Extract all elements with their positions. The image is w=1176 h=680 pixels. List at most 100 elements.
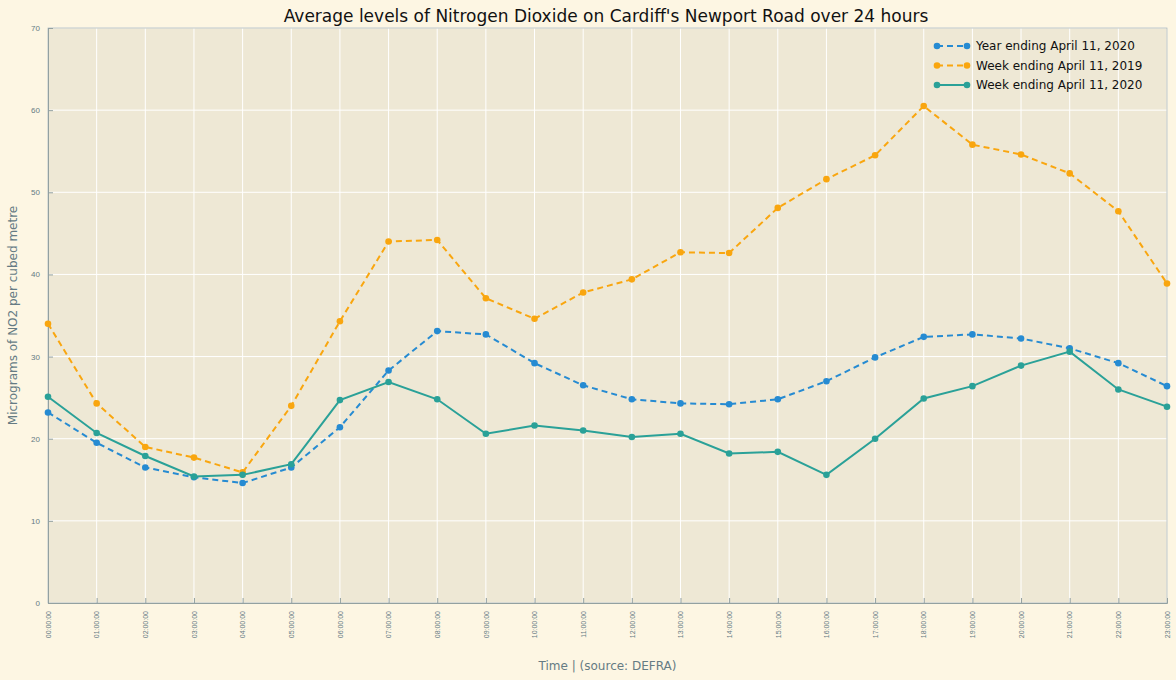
legend-swatch bbox=[937, 84, 967, 86]
data-point bbox=[677, 400, 684, 407]
data-point bbox=[920, 103, 927, 110]
data-point bbox=[629, 396, 636, 403]
data-point bbox=[629, 434, 636, 441]
legend-item: Week ending April 11, 2019 bbox=[934, 59, 1143, 73]
grid-line-x bbox=[193, 28, 194, 603]
x-tick: 17:00:00 bbox=[872, 598, 879, 638]
data-point bbox=[483, 331, 490, 338]
x-tick: 16:00:00 bbox=[823, 598, 830, 638]
y-axis: 010203040506070 bbox=[31, 24, 53, 608]
x-tick-label: 05:00:00 bbox=[288, 611, 295, 638]
legend-swatch bbox=[937, 65, 967, 67]
y-tick: 20 bbox=[31, 435, 53, 444]
data-point bbox=[337, 397, 344, 404]
x-tick: 07:00:00 bbox=[385, 598, 392, 638]
y-tick-mark bbox=[48, 439, 53, 440]
x-tick: 06:00:00 bbox=[337, 598, 344, 638]
x-tick-mark bbox=[243, 598, 244, 603]
series-line bbox=[48, 106, 1167, 472]
x-tick-mark bbox=[1021, 598, 1022, 603]
data-point bbox=[483, 295, 490, 302]
x-tick-label: 13:00:00 bbox=[677, 611, 684, 638]
data-point bbox=[1164, 280, 1171, 287]
x-tick: 21:00:00 bbox=[1066, 598, 1073, 638]
data-point bbox=[337, 424, 344, 431]
data-point bbox=[1115, 386, 1122, 393]
x-tick-label: 02:00:00 bbox=[142, 611, 149, 638]
x-tick-mark bbox=[729, 598, 730, 603]
plot-background bbox=[48, 28, 1167, 603]
y-tick-mark bbox=[48, 521, 53, 522]
legend-item: Year ending April 11, 2020 bbox=[934, 39, 1135, 53]
data-point bbox=[142, 453, 149, 460]
grid-line-y bbox=[48, 110, 1167, 111]
grid bbox=[48, 28, 1167, 603]
x-tick-label: 00:00:00 bbox=[45, 611, 52, 638]
x-tick-mark bbox=[535, 598, 536, 603]
data-point bbox=[677, 249, 684, 256]
legend-marker bbox=[964, 82, 971, 89]
x-axis-title: Time | (source: DEFRA) bbox=[538, 659, 677, 673]
grid-line-x bbox=[1069, 28, 1070, 603]
x-tick-mark bbox=[972, 598, 973, 603]
x-tick: 19:00:00 bbox=[969, 598, 976, 638]
x-tick-mark bbox=[875, 598, 876, 603]
x-tick-mark bbox=[1070, 598, 1071, 603]
grid-line-x bbox=[485, 28, 486, 603]
y-tick-mark bbox=[48, 110, 53, 111]
data-point bbox=[726, 450, 733, 457]
grid-line-x bbox=[680, 28, 681, 603]
data-point bbox=[774, 396, 781, 403]
x-tick-label: 10:00:00 bbox=[531, 611, 538, 638]
grid-line-y bbox=[48, 520, 1167, 521]
x-tick-label: 18:00:00 bbox=[920, 611, 927, 638]
data-point bbox=[774, 205, 781, 212]
data-point bbox=[629, 276, 636, 283]
data-point bbox=[434, 328, 441, 335]
x-tick-label: 20:00:00 bbox=[1018, 611, 1025, 638]
grid-line-y bbox=[48, 192, 1167, 193]
data-point bbox=[726, 250, 733, 257]
y-tick-mark bbox=[48, 357, 53, 358]
x-tick-mark bbox=[97, 598, 98, 603]
y-tick-label: 40 bbox=[31, 270, 40, 279]
y-axis-line bbox=[49, 29, 54, 604]
data-point bbox=[191, 474, 198, 481]
data-point bbox=[531, 422, 538, 429]
x-tick-label: 01:00:00 bbox=[93, 611, 100, 638]
data-point bbox=[872, 354, 879, 361]
x-axis-line bbox=[49, 598, 1168, 604]
grid-line-x bbox=[339, 28, 340, 603]
y-tick: 30 bbox=[31, 353, 53, 362]
grid-line-x bbox=[923, 28, 924, 603]
data-point bbox=[93, 400, 100, 407]
legend-marker bbox=[934, 62, 941, 69]
y-tick-label: 20 bbox=[31, 435, 40, 444]
data-point bbox=[580, 427, 587, 434]
legend: Year ending April 11, 2020 Week ending Ap… bbox=[934, 39, 1143, 92]
data-point bbox=[239, 480, 246, 487]
grid-line-x bbox=[777, 28, 778, 603]
x-tick: 20:00:00 bbox=[1018, 598, 1025, 638]
x-tick: 09:00:00 bbox=[483, 598, 490, 638]
y-tick: 40 bbox=[31, 270, 53, 279]
data-point bbox=[920, 334, 927, 341]
y-tick-mark bbox=[48, 192, 53, 193]
data-point bbox=[823, 472, 830, 479]
data-point bbox=[385, 379, 392, 386]
x-tick-label: 17:00:00 bbox=[872, 611, 879, 638]
data-point bbox=[823, 378, 830, 385]
x-tick-mark bbox=[632, 598, 633, 603]
x-tick: 12:00:00 bbox=[629, 598, 636, 638]
x-tick-label: 12:00:00 bbox=[629, 611, 636, 638]
x-tick: 10:00:00 bbox=[531, 598, 538, 638]
x-tick: 03:00:00 bbox=[191, 598, 198, 638]
x-tick-mark bbox=[194, 598, 195, 603]
x-tick-label: 19:00:00 bbox=[969, 611, 976, 638]
x-tick: 23:00:00 bbox=[1164, 598, 1171, 638]
legend-label: Week ending April 11, 2020 bbox=[976, 78, 1142, 92]
data-point bbox=[1018, 335, 1025, 342]
y-tick: 70 bbox=[31, 24, 53, 33]
x-tick: 18:00:00 bbox=[920, 598, 927, 638]
data-point bbox=[1066, 170, 1073, 177]
